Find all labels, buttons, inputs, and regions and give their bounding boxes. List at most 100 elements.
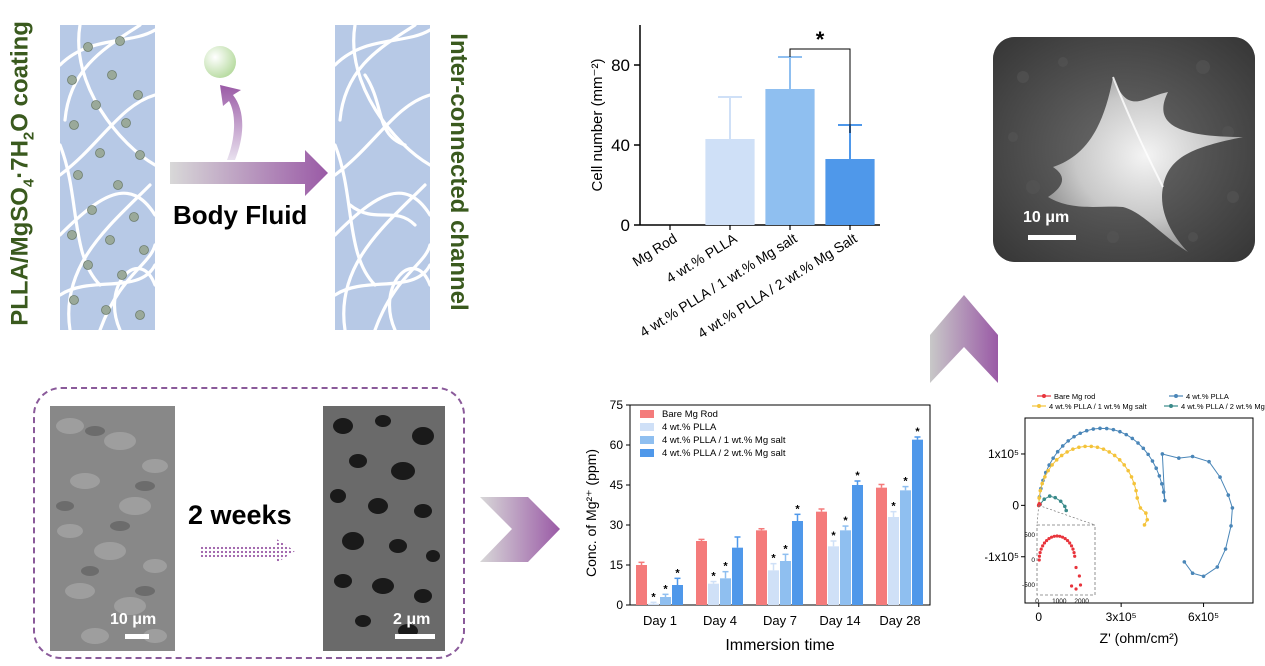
eis-inset-x-tick-label: 1000 <box>1052 598 1067 605</box>
eis-inset-point <box>1058 534 1062 538</box>
cell-y-label: Cell number (mm⁻²) <box>589 59 606 192</box>
eis-series-2wt-point <box>1063 504 1067 509</box>
eis-series-plla-point <box>1047 463 1051 467</box>
eis-series-plla-point <box>1177 456 1181 460</box>
eis-series-plla-point <box>1141 446 1146 451</box>
eis-series-plla-point <box>1051 456 1055 460</box>
eis-series-1wt-point <box>1054 458 1059 462</box>
channel-title: Inter-connected channel <box>445 33 472 311</box>
cell-y-tick-label: 80 <box>611 56 630 75</box>
eis-series-1wt-point <box>1134 488 1138 493</box>
mg-legend-label: 4 wt.% PLLA / 1 wt.% Mg salt <box>662 435 786 446</box>
eis-x-tick-label: 3x10⁵ <box>1106 610 1137 624</box>
porous-slab-illustration <box>335 25 430 330</box>
mg-legend-label: 4 wt.% PLLA <box>662 422 717 433</box>
eis-y-tick-label: 1x10⁵ <box>988 447 1019 461</box>
mg-bar <box>708 583 719 605</box>
mg-bar <box>816 511 827 605</box>
eis-inset-point <box>1063 537 1067 541</box>
eis-inset-point <box>1074 565 1078 570</box>
eis-series-plla-point <box>1098 426 1102 431</box>
mg-bar <box>828 546 839 605</box>
eis-legend-marker <box>1174 394 1178 398</box>
eis-series-plla-point <box>1190 571 1195 575</box>
eis-series-1wt-point <box>1038 488 1043 493</box>
eis-series-1wt-point <box>1145 517 1150 522</box>
two-weeks-label: 2 weeks <box>188 500 292 530</box>
eis-y-tick-label: -1x10⁵ <box>985 550 1019 564</box>
cell-y-tick-label: 40 <box>611 136 630 155</box>
eis-series-2wt-point <box>1058 499 1063 504</box>
eis-legend-label: Bare Mg rod <box>1054 392 1095 401</box>
eis-inset-point <box>1039 547 1043 551</box>
body-fluid-label: Body Fluid <box>173 200 308 230</box>
mg-significance-star: * <box>711 571 716 583</box>
eis-inset-point <box>1037 554 1042 558</box>
eis-series-plla-point <box>1104 426 1109 431</box>
eis-series-plla-point <box>1223 547 1228 551</box>
eis-series-1wt-point <box>1126 468 1130 473</box>
mg-y-tick-label: 60 <box>610 438 624 452</box>
mg-significance-star: * <box>843 515 848 527</box>
mg-significance-star: * <box>891 501 896 513</box>
eis-inset-point <box>1073 554 1077 558</box>
eis-inset-y-tick-label: -500 <box>1022 582 1035 589</box>
eis-series-plla-point <box>1230 506 1235 510</box>
mg-legend-swatch <box>640 423 654 431</box>
eis-series-plla-point <box>1161 490 1166 494</box>
cell-bar <box>765 89 815 225</box>
mg-bar <box>912 439 923 605</box>
eis-inset-point <box>1069 584 1074 588</box>
mg-legend-label: Bare Mg Rod <box>662 409 718 420</box>
eis-series-plla-point <box>1229 524 1233 528</box>
sem-after-scale-label: 2 μm <box>393 611 431 628</box>
mg-significance-star: * <box>675 567 680 579</box>
mg-bar <box>672 585 683 605</box>
eis-series-1wt-point <box>1112 453 1117 458</box>
eis-series-plla-point <box>1226 493 1231 497</box>
eis-series-plla-point <box>1150 459 1155 463</box>
mg-category-label: Day 7 <box>763 613 797 628</box>
eis-series-1wt-point <box>1107 450 1112 454</box>
eis-inset-connector <box>1036 505 1040 526</box>
eis-inset-point <box>1052 534 1056 538</box>
eis-series-plla-point <box>1157 474 1162 478</box>
mg-legend-swatch <box>640 436 654 444</box>
eis-inset-point <box>1037 558 1041 562</box>
eis-series-1wt-point <box>1037 496 1041 500</box>
mg-bar <box>696 541 707 605</box>
mg-category-label: Day 14 <box>819 613 860 628</box>
eis-legend-marker <box>1169 404 1173 408</box>
cell-category-label: Mg Rod <box>630 230 680 270</box>
mg-significance-star: * <box>855 470 860 482</box>
mg-significance-star: * <box>651 591 656 603</box>
eis-series-1wt-point <box>1095 445 1100 450</box>
eis-series-plla-point <box>1190 454 1195 459</box>
mg-bar <box>768 570 779 605</box>
mg-y-tick-label: 45 <box>610 478 624 492</box>
mg-legend-swatch <box>640 410 654 418</box>
mg-bar <box>852 485 863 605</box>
eis-inset-connector <box>1038 505 1096 526</box>
eis-legend-label: 4 wt.% PLLA / 2 wt.% Mg salt <box>1181 402 1265 411</box>
eis-inset-y-tick-label: 0 <box>1031 557 1035 564</box>
eis-inset-frame <box>1036 524 1096 596</box>
eis-inset-point <box>1077 574 1081 578</box>
mg-y-label: Conc. of Mg²⁺ (ppm) <box>583 449 599 577</box>
eis-series-plla-point <box>1207 459 1211 464</box>
eis-series-plla-point <box>1084 428 1089 433</box>
coating-slab-illustration <box>60 25 155 330</box>
eis-inset-x-tick-label: 2000 <box>1074 598 1089 605</box>
eis-legend-label: 4 wt.% PLLA / 1 wt.% Mg salt <box>1049 402 1147 411</box>
eis-series-plla-point <box>1130 436 1135 441</box>
cell-scale-bar <box>1028 235 1076 240</box>
mg-significance-star: * <box>771 553 776 565</box>
eis-series-plla-point <box>1218 475 1222 479</box>
mg-bar <box>888 517 899 605</box>
right-chevron-arrow <box>480 497 560 562</box>
two-weeks-arrow <box>200 538 295 564</box>
eis-series-plla-point <box>1066 439 1071 443</box>
mg-y-tick-label: 75 <box>610 398 624 412</box>
eis-series-plla-point <box>1118 429 1122 434</box>
eis-series-1wt-point <box>1122 463 1127 467</box>
